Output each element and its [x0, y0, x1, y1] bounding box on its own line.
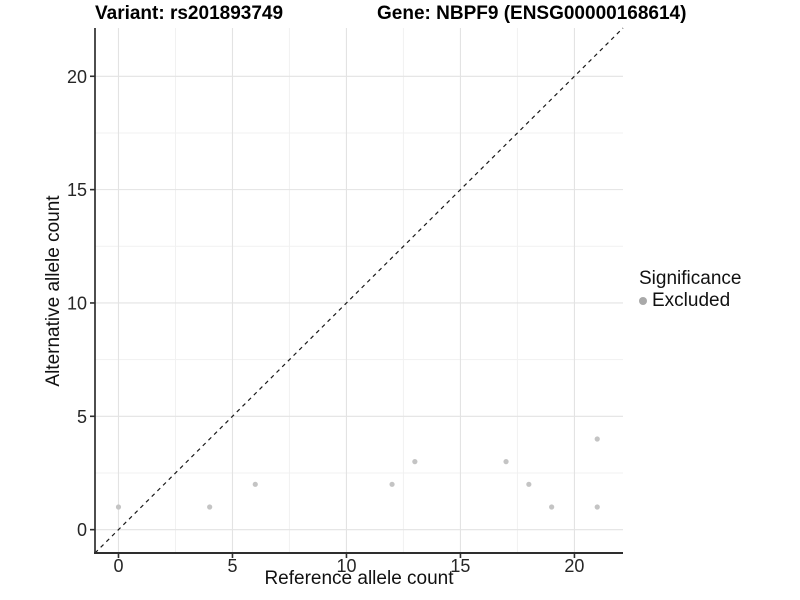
x-tick-label: 20 — [564, 556, 584, 576]
y-tick-label: 15 — [67, 180, 87, 200]
data-point — [594, 504, 600, 510]
identity-line — [94, 27, 624, 554]
data-point — [549, 504, 555, 510]
x-tick-label: 15 — [450, 556, 470, 576]
data-point — [526, 481, 532, 487]
gene-title: Gene: NBPF9 (ENSG00000168614) — [377, 3, 687, 24]
legend-item-label: Excluded — [652, 290, 731, 311]
x-tick-label: 5 — [227, 556, 237, 576]
legend-items: Excluded — [639, 290, 741, 311]
x-tick-label: 10 — [336, 556, 356, 576]
data-point — [594, 436, 600, 442]
data-point — [115, 504, 122, 510]
data-point — [207, 504, 213, 510]
y-tick-label: 0 — [77, 520, 87, 540]
x-tick-label: 0 — [113, 556, 123, 576]
legend-title: Significance — [639, 268, 742, 289]
legend-point-icon — [639, 296, 647, 305]
data-point — [389, 481, 395, 487]
legend-item: Excluded — [639, 290, 741, 311]
data-point — [412, 459, 418, 465]
data-point — [503, 459, 509, 465]
data-point — [252, 481, 258, 487]
y-tick-label: 20 — [67, 67, 87, 87]
y-tick-label: 10 — [67, 293, 87, 313]
x-axis-title: Reference allele count — [264, 568, 454, 589]
y-tick-label: 5 — [77, 407, 87, 427]
variant-title: Variant: rs201893749 — [95, 3, 284, 24]
legend: Significance Excluded — [639, 267, 741, 311]
